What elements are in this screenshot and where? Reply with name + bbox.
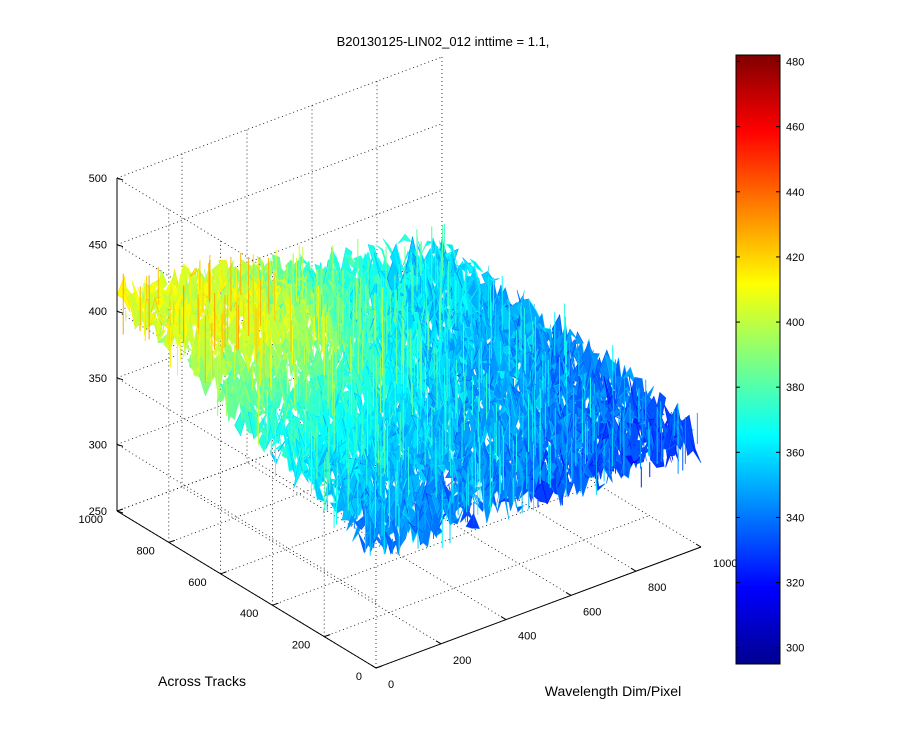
colorbar-tick-label: 420 (786, 252, 804, 264)
z-tick-mark (116, 177, 124, 181)
y-tick-label: 0 (356, 671, 362, 683)
surface-patch (218, 276, 233, 319)
x-tick-mark (435, 640, 442, 645)
surface-patch (175, 263, 190, 305)
grid-line (272, 483, 598, 606)
axes-lines (116, 178, 702, 669)
y-tick-mark (116, 508, 124, 512)
y-tick-mark (324, 634, 331, 638)
colorbar-rect (735, 54, 781, 665)
surface-patch (445, 243, 460, 275)
colorbar-tick-label: 440 (786, 187, 804, 199)
surface-patch (395, 244, 410, 273)
z-tick-label: 250 (89, 506, 107, 518)
x-tick-label: 400 (518, 631, 536, 643)
surface-patch (397, 233, 412, 245)
colorbar-ticks: 300 320 340 360 380 400 420 440 460 480 (736, 57, 804, 655)
surface-patch (287, 362, 302, 395)
y-tick-mark (220, 571, 227, 575)
z-tick-label: 450 (89, 240, 107, 252)
surface-patch (159, 302, 174, 327)
grid-line (116, 177, 377, 336)
surface-patch (131, 280, 146, 308)
x-axis-line (375, 546, 702, 669)
surface-patch (469, 258, 484, 273)
surface-patch (591, 447, 606, 492)
grid-line (181, 486, 442, 645)
y-tick-mark (272, 602, 279, 606)
x-tick-label: 200 (453, 655, 471, 667)
z-tick-mark (116, 244, 124, 248)
surface-patch (153, 268, 168, 311)
chart-title: B20130125-LIN02_012 inttime = 1.1, (337, 34, 550, 49)
colorbar-tick-label: 460 (786, 122, 804, 134)
surface-patch (510, 471, 525, 513)
y-tick-label: 400 (240, 608, 258, 620)
x-tick-label: 1000 (713, 558, 737, 570)
z-tick-mark (116, 443, 124, 447)
y-tick-mark (375, 665, 383, 669)
surface-patch (269, 445, 284, 465)
x-tick-mark (370, 664, 377, 669)
z-tick-mark (116, 377, 124, 381)
y-axis-line (116, 510, 377, 669)
surface-patch (561, 457, 576, 498)
z-tick-mark (116, 510, 124, 514)
z-tick-label: 400 (89, 306, 107, 318)
surface-patch (308, 328, 323, 364)
axis-ticks: 250 300 350 400 450 500 0 200 400 600 800 1000 0 200 4… (79, 173, 738, 691)
y-tick-label: 600 (188, 577, 206, 589)
grid-line (116, 189, 443, 312)
colorbar-tick-label: 380 (786, 382, 804, 394)
z-tick-mark (116, 310, 124, 314)
x-tick-mark (695, 543, 702, 548)
x-tick-label: 0 (388, 679, 394, 691)
colorbar-tick-label: 320 (786, 578, 804, 590)
y-axis-label: Across Tracks (158, 673, 246, 689)
z-tick-label: 300 (89, 439, 107, 451)
grid-line (116, 56, 443, 179)
colorbar: 300 320 340 360 380 400 420 440 460 480 (735, 54, 804, 665)
grid-line (246, 462, 507, 620)
x-tick-mark (565, 591, 572, 596)
x-tick-mark (630, 567, 637, 572)
colorbar-tick-label: 340 (786, 512, 804, 524)
x-tick-label: 800 (648, 582, 666, 594)
colorbar-tick-label: 360 (786, 447, 804, 459)
x-axis-label: Wavelength Dim/Pixel (545, 683, 681, 699)
surface-patch (450, 504, 465, 525)
surface-patch (635, 438, 650, 465)
grid-line (116, 377, 377, 536)
colorbar-tick-label: 300 (786, 643, 804, 655)
x-tick-mark (500, 616, 507, 621)
colorbar-tick-label: 400 (786, 317, 804, 329)
grid-line (116, 244, 377, 402)
surface-plot (116, 224, 702, 556)
y-tick-label: 800 (136, 545, 154, 557)
y-tick-mark (168, 539, 175, 543)
grid-line (324, 515, 650, 637)
surface-patch (146, 278, 161, 296)
z-tick-label: 350 (89, 373, 107, 385)
grid-line (116, 123, 443, 245)
colorbar-tick-label: 480 (786, 57, 804, 69)
y-tick-label: 200 (292, 640, 310, 652)
x-tick-label: 600 (583, 606, 601, 618)
surface-patch (687, 431, 702, 464)
y-tick-label: 1000 (79, 514, 103, 526)
z-tick-label: 500 (89, 173, 107, 185)
grid-line (116, 444, 377, 602)
